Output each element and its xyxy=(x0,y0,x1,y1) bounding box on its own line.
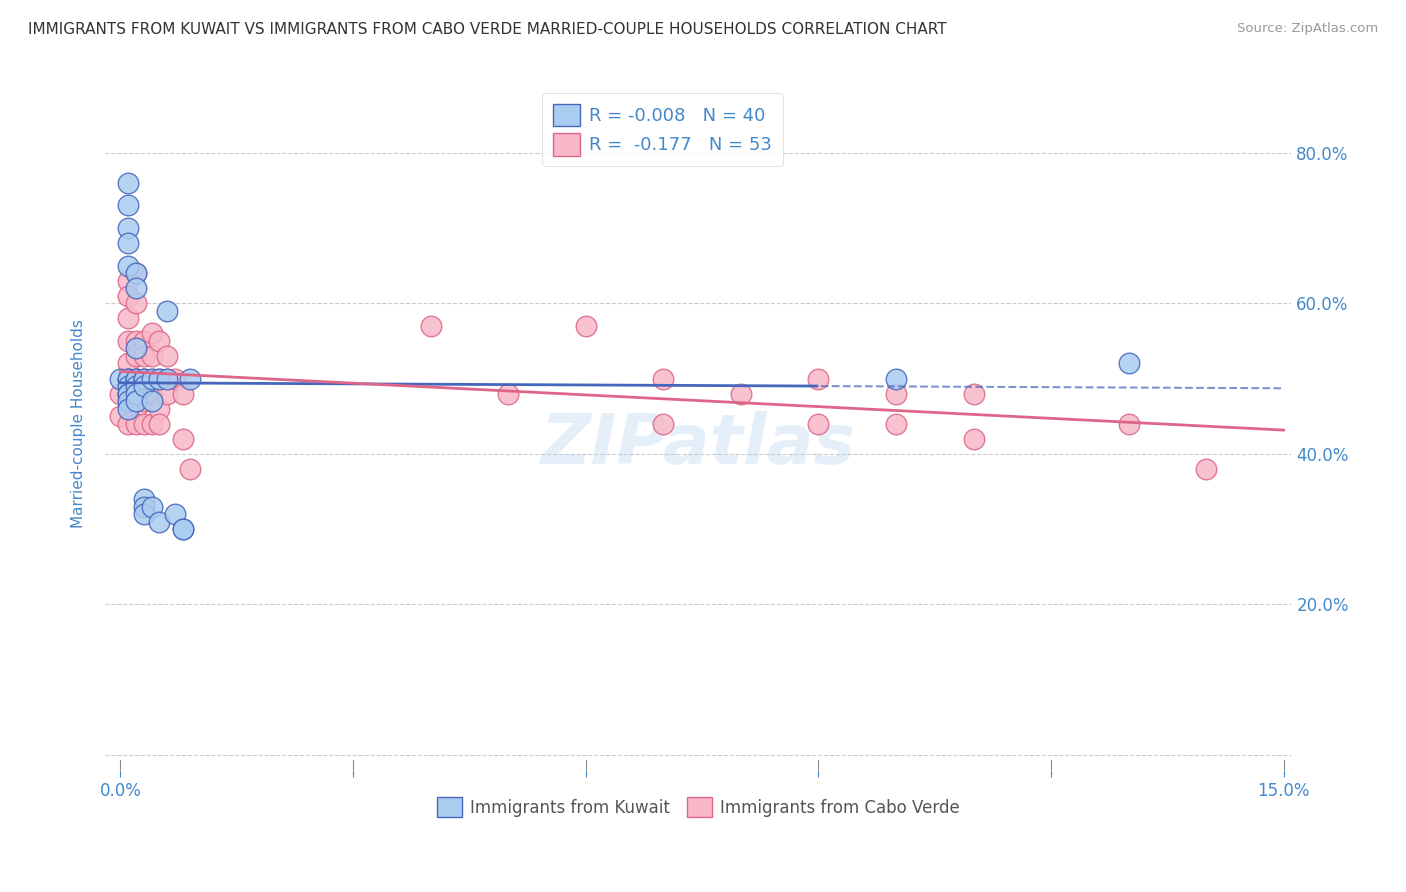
Point xyxy=(148,371,170,385)
Point xyxy=(148,371,170,385)
Point xyxy=(125,266,148,280)
Point xyxy=(141,371,163,385)
Point xyxy=(125,417,148,431)
Point xyxy=(156,386,179,401)
Point xyxy=(148,417,170,431)
Point xyxy=(172,522,194,536)
Text: IMMIGRANTS FROM KUWAIT VS IMMIGRANTS FROM CABO VERDE MARRIED-COUPLE HOUSEHOLDS C: IMMIGRANTS FROM KUWAIT VS IMMIGRANTS FRO… xyxy=(28,22,946,37)
Point xyxy=(117,311,139,326)
Point xyxy=(172,522,194,536)
Point xyxy=(141,326,163,341)
Point xyxy=(117,386,139,401)
Point xyxy=(110,409,132,424)
Point xyxy=(117,176,139,190)
Point xyxy=(652,417,675,431)
Point xyxy=(125,334,148,348)
Point xyxy=(132,371,155,385)
Point xyxy=(125,342,148,356)
Point xyxy=(117,401,139,416)
Point xyxy=(132,491,155,506)
Point xyxy=(163,371,186,385)
Point xyxy=(117,371,139,385)
Point xyxy=(125,386,148,401)
Point xyxy=(1118,417,1140,431)
Point xyxy=(125,401,148,416)
Point xyxy=(141,394,163,409)
Point xyxy=(125,394,148,409)
Point xyxy=(496,386,519,401)
Point xyxy=(125,296,148,310)
Point xyxy=(132,371,155,385)
Point xyxy=(117,274,139,288)
Point xyxy=(179,371,201,385)
Point xyxy=(148,334,170,348)
Point xyxy=(117,417,139,431)
Point xyxy=(156,371,179,385)
Text: ZIPatlas: ZIPatlas xyxy=(541,411,856,478)
Point xyxy=(730,386,752,401)
Point xyxy=(156,349,179,363)
Point xyxy=(141,371,163,385)
Point xyxy=(419,318,441,333)
Point xyxy=(807,417,830,431)
Point xyxy=(125,349,148,363)
Point xyxy=(117,334,139,348)
Point xyxy=(117,259,139,273)
Point xyxy=(163,507,186,521)
Point xyxy=(962,386,984,401)
Point xyxy=(117,221,139,235)
Point xyxy=(117,394,139,409)
Point xyxy=(141,386,163,401)
Point xyxy=(179,462,201,476)
Point xyxy=(117,394,139,409)
Y-axis label: Married-couple Households: Married-couple Households xyxy=(72,319,86,528)
Point xyxy=(117,235,139,250)
Point xyxy=(132,417,155,431)
Point xyxy=(125,371,148,385)
Point xyxy=(132,394,155,409)
Point xyxy=(884,386,907,401)
Point xyxy=(1195,462,1218,476)
Point xyxy=(172,386,194,401)
Point xyxy=(141,349,163,363)
Point xyxy=(132,371,155,385)
Point xyxy=(962,432,984,446)
Point xyxy=(156,303,179,318)
Point xyxy=(884,417,907,431)
Text: Source: ZipAtlas.com: Source: ZipAtlas.com xyxy=(1237,22,1378,36)
Point xyxy=(125,371,148,385)
Point xyxy=(117,386,139,401)
Point xyxy=(117,357,139,371)
Point xyxy=(132,500,155,514)
Point xyxy=(125,371,148,385)
Point xyxy=(132,334,155,348)
Point xyxy=(172,432,194,446)
Point xyxy=(807,371,830,385)
Point xyxy=(125,266,148,280)
Point xyxy=(117,386,139,401)
Legend: Immigrants from Kuwait, Immigrants from Cabo Verde: Immigrants from Kuwait, Immigrants from … xyxy=(430,790,966,824)
Point xyxy=(148,515,170,529)
Point xyxy=(132,349,155,363)
Point xyxy=(117,198,139,212)
Point xyxy=(148,401,170,416)
Point xyxy=(110,386,132,401)
Point xyxy=(652,371,675,385)
Point xyxy=(117,379,139,393)
Point xyxy=(117,371,139,385)
Point xyxy=(1118,357,1140,371)
Point xyxy=(132,379,155,393)
Point xyxy=(125,281,148,295)
Point xyxy=(125,379,148,393)
Point xyxy=(575,318,598,333)
Point xyxy=(117,371,139,385)
Point xyxy=(141,500,163,514)
Point xyxy=(110,371,132,385)
Point xyxy=(884,371,907,385)
Point xyxy=(141,417,163,431)
Point xyxy=(117,289,139,303)
Point xyxy=(156,371,179,385)
Point xyxy=(132,507,155,521)
